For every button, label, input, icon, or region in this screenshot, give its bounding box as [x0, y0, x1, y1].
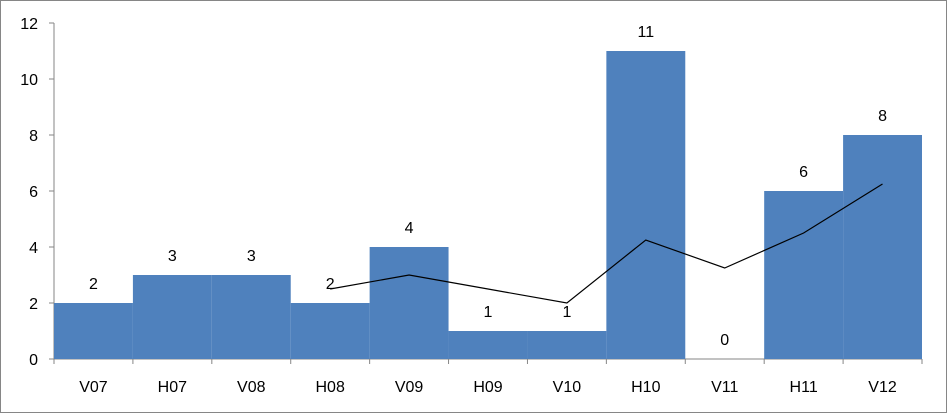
bar-series — [54, 51, 922, 359]
y-tick-label: 2 — [29, 296, 38, 313]
y-tick-label: 6 — [29, 184, 38, 201]
bar-h07 — [132, 275, 212, 359]
x-tick-label: V07 — [79, 379, 108, 396]
data-label-h07: 3 — [168, 248, 177, 265]
y-tick-label: 10 — [20, 72, 38, 89]
bar-v09 — [369, 247, 449, 359]
bar-v08 — [211, 275, 291, 359]
y-axis: 0 2 4 6 8 10 12 — [20, 16, 55, 369]
x-axis: V07 H07 V08 H08 V09 H09 V10 H10 V11 H11 V12 — [53, 358, 923, 396]
data-label-v09: 4 — [405, 220, 414, 237]
bar-v10 — [527, 331, 607, 359]
bar-v07 — [54, 303, 133, 359]
y-tick-label: 4 — [29, 240, 38, 257]
bar-h08 — [290, 303, 370, 359]
data-label-h11: 6 — [799, 164, 808, 181]
bar-h09 — [448, 331, 528, 359]
y-tick-label: 8 — [29, 128, 38, 145]
bar-v12 — [843, 135, 922, 359]
data-label-v12: 8 — [878, 108, 887, 125]
data-label-v08: 3 — [247, 248, 256, 265]
trend-line — [330, 183, 883, 304]
data-label-v10: 1 — [562, 304, 571, 321]
data-label-h08: 2 — [326, 276, 335, 293]
y-tick-label: 12 — [20, 16, 38, 33]
data-label-v11: 0 — [720, 332, 729, 349]
x-tick-label: V10 — [553, 379, 582, 396]
y-tick-label: 0 — [29, 352, 38, 369]
data-label-v07: 2 — [89, 276, 98, 293]
x-tick-label: H10 — [631, 379, 660, 396]
bar-h11 — [764, 191, 844, 359]
bar-h10 — [606, 51, 686, 359]
trend-line-series — [330, 183, 883, 304]
data-label-h10: 11 — [638, 24, 655, 41]
data-label-h09: 1 — [484, 304, 493, 321]
x-tick-label: V11 — [711, 379, 738, 396]
x-tick-label: V12 — [868, 379, 897, 396]
x-tick-label: V08 — [237, 379, 266, 396]
x-tick-label: H08 — [316, 379, 345, 396]
x-tick-label: H11 — [790, 379, 818, 396]
x-tick-label: V09 — [395, 379, 424, 396]
x-tick-label: H09 — [473, 379, 502, 396]
x-tick-label: H07 — [158, 379, 187, 396]
